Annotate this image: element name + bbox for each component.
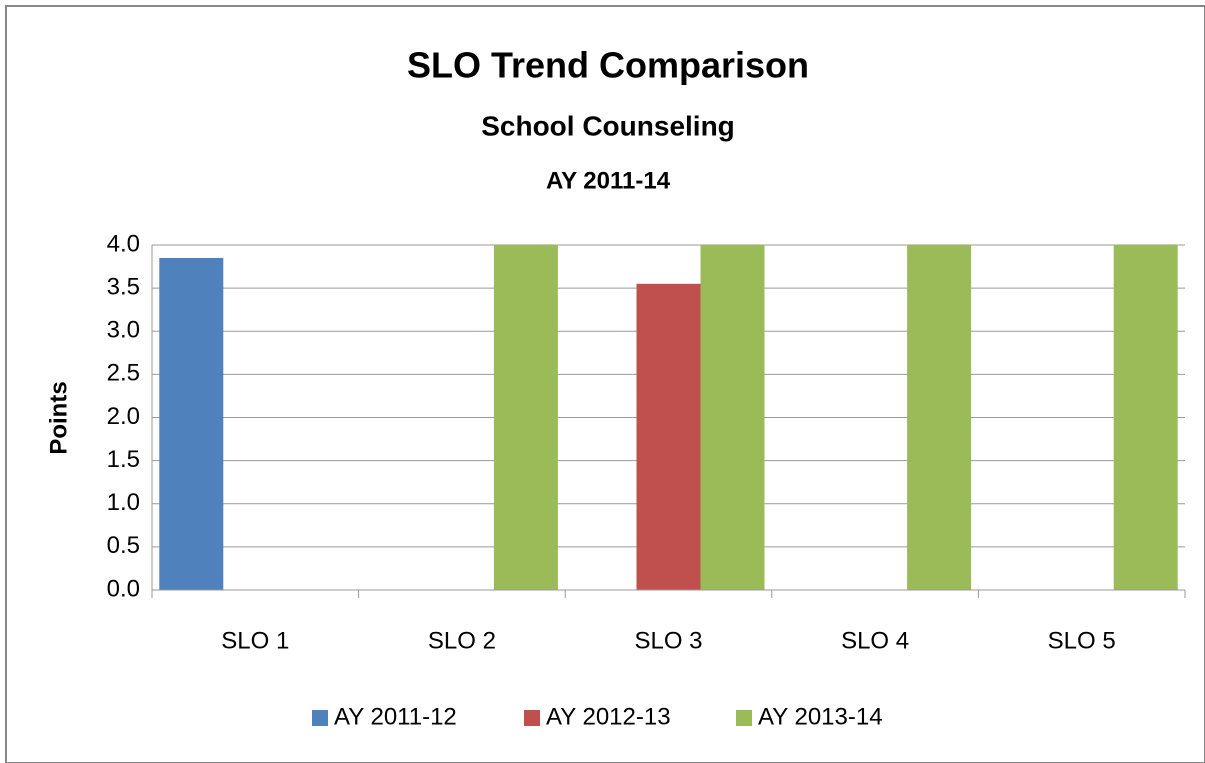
legend-label: AY 2013-14 (758, 703, 883, 730)
y-tick-label: 0.5 (107, 532, 140, 559)
bar (636, 283, 701, 590)
bar (159, 257, 224, 590)
y-tick-label: 2.0 (107, 403, 140, 430)
chart-subtitle: School Counseling (481, 110, 735, 141)
chart-subtitle: AY 2011-14 (546, 167, 671, 194)
legend-swatch (736, 710, 752, 726)
y-tick-label: 1.5 (107, 446, 140, 473)
y-tick-label: 0.0 (107, 575, 140, 602)
x-tick-label: SLO 4 (841, 627, 909, 654)
legend-swatch (524, 710, 540, 726)
x-tick-label: SLO 1 (221, 627, 289, 654)
y-tick-label: 4.0 (107, 230, 140, 257)
x-tick-label: SLO 2 (428, 627, 496, 654)
bar (493, 245, 558, 590)
y-tick-label: 2.5 (107, 360, 140, 387)
legend-swatch (312, 710, 328, 726)
y-tick-label: 3.0 (107, 317, 140, 344)
bar (700, 245, 765, 590)
y-tick-label: 1.0 (107, 489, 140, 516)
x-tick-label: SLO 3 (634, 627, 702, 654)
legend-label: AY 2012-13 (546, 703, 671, 730)
x-tick-label: SLO 5 (1048, 627, 1116, 654)
legend-label: AY 2011-12 (334, 703, 457, 730)
bar (1113, 245, 1178, 590)
y-axis-label: Points (45, 381, 72, 454)
chart-title: SLO Trend Comparison (407, 45, 809, 86)
bar (907, 245, 972, 590)
y-tick-label: 3.5 (107, 273, 140, 300)
